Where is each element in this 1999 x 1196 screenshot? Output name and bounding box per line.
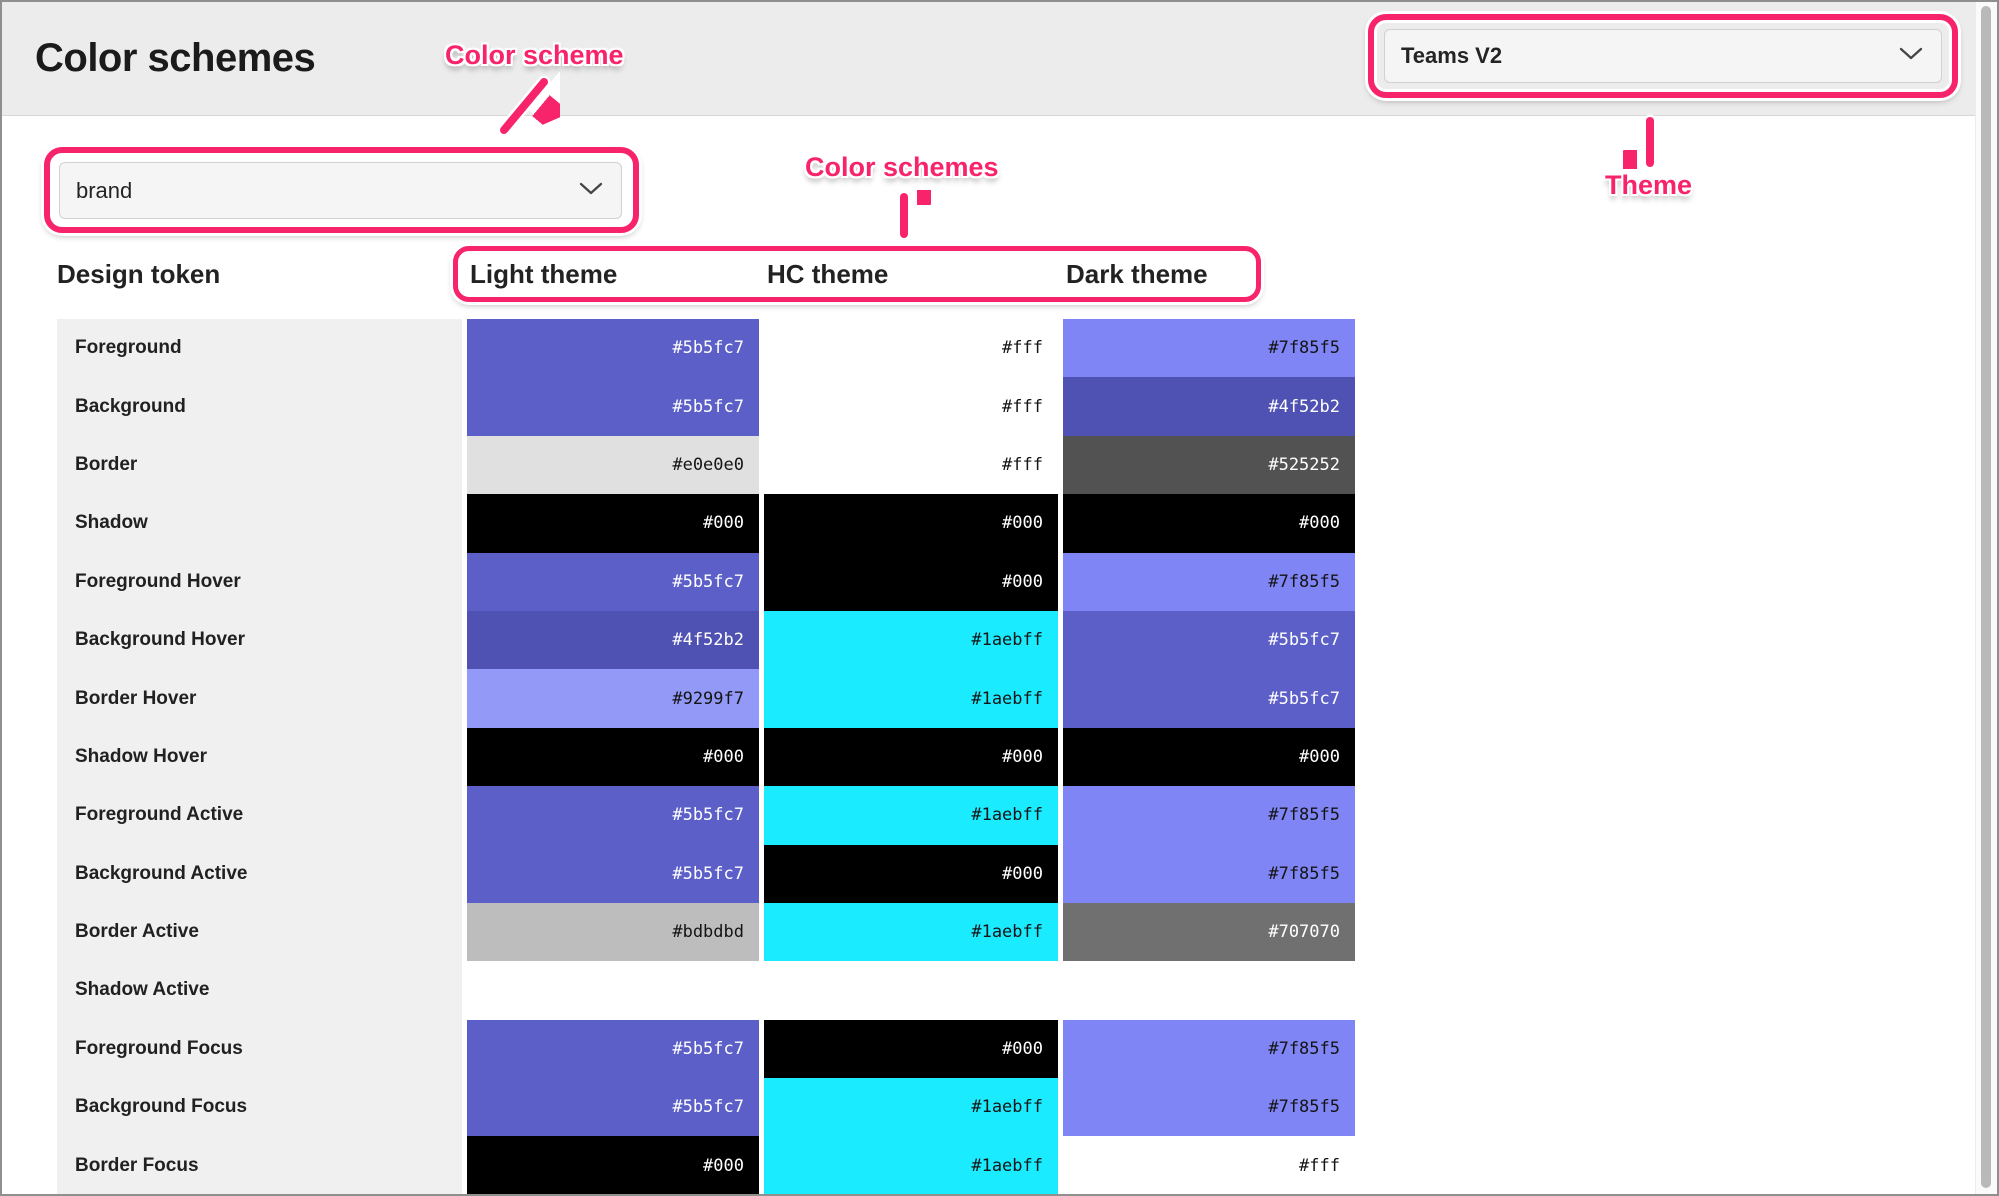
swatch-cell: #1aebff [764,1078,1058,1137]
swatch-cell: #000 [764,552,1058,611]
light-theme-header: Light theme [470,258,618,289]
token-label: Background Active [75,862,248,884]
swatch-cell: #7f85f5 [1063,1019,1355,1079]
swatch-cell: #bdbdbd [467,902,759,962]
swatch-cell: #000 [467,494,759,553]
swatch-cell: #525252 [1063,435,1355,495]
token-label: Border [75,453,138,475]
swatch-cell: #1aebff [764,1136,1058,1194]
annotation-arrow-color-schemes [897,190,931,241]
token-label: Border Hover [75,687,197,709]
swatch-cell: #000 [467,1136,759,1194]
swatch-cell: #707070 [1063,902,1355,962]
token-label-row: Foreground [57,319,462,377]
token-label: Border Focus [75,1154,199,1176]
swatch-cell: #fff [1063,1136,1355,1194]
swatch-cell: #1aebff [764,669,1058,728]
token-label-row: Background Hover [57,611,462,669]
swatch-cell: #000 [1063,727,1355,787]
chevron-down-icon [579,182,603,200]
swatch-cell: #4f52b2 [1063,377,1355,436]
dark-theme-column: #7f85f5 #4f52b2 #525252 #000 #7f85f5 #5b5fc7 #… [1063,319,1355,1194]
swatch-cell: #5b5fc7 [467,319,759,378]
swatch-cell [764,961,1058,1019]
swatch-cell: #1aebff [764,786,1058,845]
token-label: Border Active [75,921,199,943]
swatch-cell: #e0e0e0 [467,435,759,495]
color-scheme-dropdown[interactable]: brand [59,162,622,219]
token-label: Shadow Hover [75,745,207,767]
swatch-cell: #7f85f5 [1063,552,1355,611]
swatch-cell: #4f52b2 [467,610,759,670]
swatch-cell: #5b5fc7 [467,844,759,903]
swatch-cell: #000 [764,727,1058,787]
token-label-row: Border Hover [57,669,462,727]
swatch-cell: #7f85f5 [1063,786,1355,845]
token-label-row: Shadow Hover [57,728,462,786]
token-label-row: Foreground Active [57,786,462,844]
swatch-cell [1063,961,1355,1019]
hc-theme-header: HC theme [767,258,889,289]
vertical-scrollbar[interactable] [1975,2,1997,1194]
swatch-cell: #5b5fc7 [467,786,759,845]
theme-dropdown-value: Teams V2 [1401,43,1503,68]
token-label-row: Background [57,377,462,435]
token-label: Shadow [75,512,148,534]
annotation-arrow-theme [1623,114,1657,169]
swatch-cell: #5b5fc7 [467,1078,759,1137]
token-label-row: Shadow [57,494,462,552]
theme-dropdown[interactable]: Teams V2 [1384,29,1942,83]
token-label-row: Border Focus [57,1136,462,1194]
swatch-cell: #9299f7 [467,669,759,728]
swatch-cell: #1aebff [764,902,1058,962]
swatch-cell: #5b5fc7 [467,1019,759,1079]
hc-theme-column: #fff #fff #fff #000 #000 #1aebff #1aebff #000 #1… [764,319,1058,1194]
token-label-row: Border Active [57,903,462,961]
scrollbar-thumb[interactable] [1981,6,1991,1188]
token-label-row: Background Focus [57,1078,462,1136]
swatch-cell: #5b5fc7 [467,377,759,436]
swatch-cell: #fff [764,377,1058,436]
token-label-row: Foreground Hover [57,553,462,611]
swatch-cell: #000 [1063,494,1355,553]
swatch-cell: #000 [764,1019,1058,1079]
token-label: Background Focus [75,1096,248,1118]
annotation-label-color-schemes: Color schemes [805,152,999,182]
token-label: Foreground Active [75,804,244,826]
swatch-cell: #7f85f5 [1063,844,1355,903]
annotation-label-color-scheme: Color scheme [445,40,624,70]
token-label: Background Hover [75,629,245,651]
swatch-cell: #7f85f5 [1063,1078,1355,1137]
token-label: Foreground Focus [75,1037,243,1059]
page-title: Color schemes [35,36,316,80]
token-label-row: Shadow Active [57,961,462,1019]
token-label: Foreground Hover [75,570,241,592]
token-label: Foreground [75,337,182,359]
swatch-cell: #000 [764,494,1058,553]
swatch-cell: #fff [764,319,1058,378]
token-label-row: Background Active [57,845,462,903]
swatch-cell: #000 [764,844,1058,903]
light-theme-column: #5b5fc7 #5b5fc7 #e0e0e0 #000 #5b5fc7 #4f52b2 #… [467,319,759,1194]
token-label-row: Border [57,436,462,494]
token-label-row: Foreground Focus [57,1020,462,1078]
swatch-cell: #7f85f5 [1063,319,1355,378]
annotation-label-theme: Theme [1605,170,1693,200]
swatch-cell: #1aebff [764,610,1058,670]
chevron-down-icon [1899,47,1923,65]
token-label: Shadow Active [75,979,210,1001]
design-token-column: Foreground Background Border Shadow Foregrou… [57,319,462,1194]
swatch-cell: #5b5fc7 [1063,669,1355,728]
design-token-header: Design token [57,258,221,289]
swatch-cell: #000 [467,727,759,787]
swatch-cell: #fff [764,435,1058,495]
dark-theme-header: Dark theme [1066,258,1208,289]
swatch-cell: #5b5fc7 [1063,610,1355,670]
token-label: Background [75,395,186,417]
swatch-cell [467,961,759,1019]
color-scheme-dropdown-value: brand [76,177,133,203]
swatch-cell: #5b5fc7 [467,552,759,611]
